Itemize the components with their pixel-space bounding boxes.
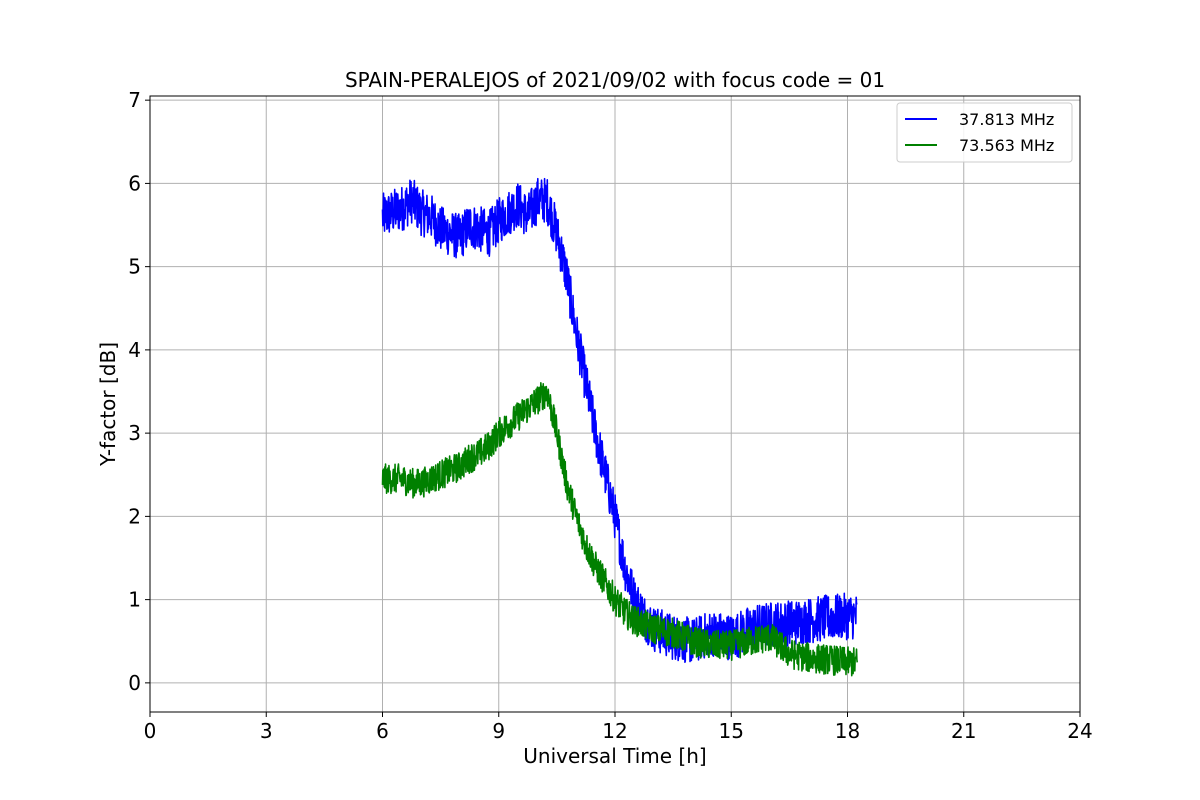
chart-title: SPAIN-PERALEJOS of 2021/09/02 with focus… [345, 68, 885, 92]
x-tick-label: 24 [1067, 719, 1092, 743]
x-tick-label: 3 [260, 719, 273, 743]
y-tick-label: 0 [128, 671, 141, 695]
x-tick-label: 15 [719, 719, 744, 743]
series-line-2 [381, 381, 858, 677]
legend-label: 73.563 MHz [959, 136, 1054, 155]
y-tick-label: 5 [128, 255, 141, 279]
y-tick-label: 1 [128, 588, 141, 612]
y-axis-label: Y-factor [dB] [96, 342, 120, 467]
series-line-1 [381, 177, 858, 664]
grid-lines [149, 96, 1081, 712]
x-axis-label: Universal Time [h] [523, 744, 706, 768]
x-tick-label: 12 [602, 719, 627, 743]
y-tick-label: 6 [128, 171, 141, 195]
legend-label: 37.813 MHz [959, 110, 1054, 129]
x-tick-label: 18 [835, 719, 860, 743]
x-tick-label: 0 [144, 719, 157, 743]
y-tick-label: 2 [128, 504, 141, 528]
x-tick-label: 21 [951, 719, 976, 743]
y-tick-label: 4 [128, 338, 141, 362]
legend: 37.813 MHz 73.563 MHz [896, 102, 1073, 163]
series-lines [381, 177, 858, 677]
x-tick-label: 9 [492, 719, 505, 743]
x-tick-label: 6 [376, 719, 389, 743]
legend-box [896, 102, 1073, 163]
y-tick-label: 3 [128, 421, 141, 445]
y-tick-label: 7 [128, 88, 141, 112]
